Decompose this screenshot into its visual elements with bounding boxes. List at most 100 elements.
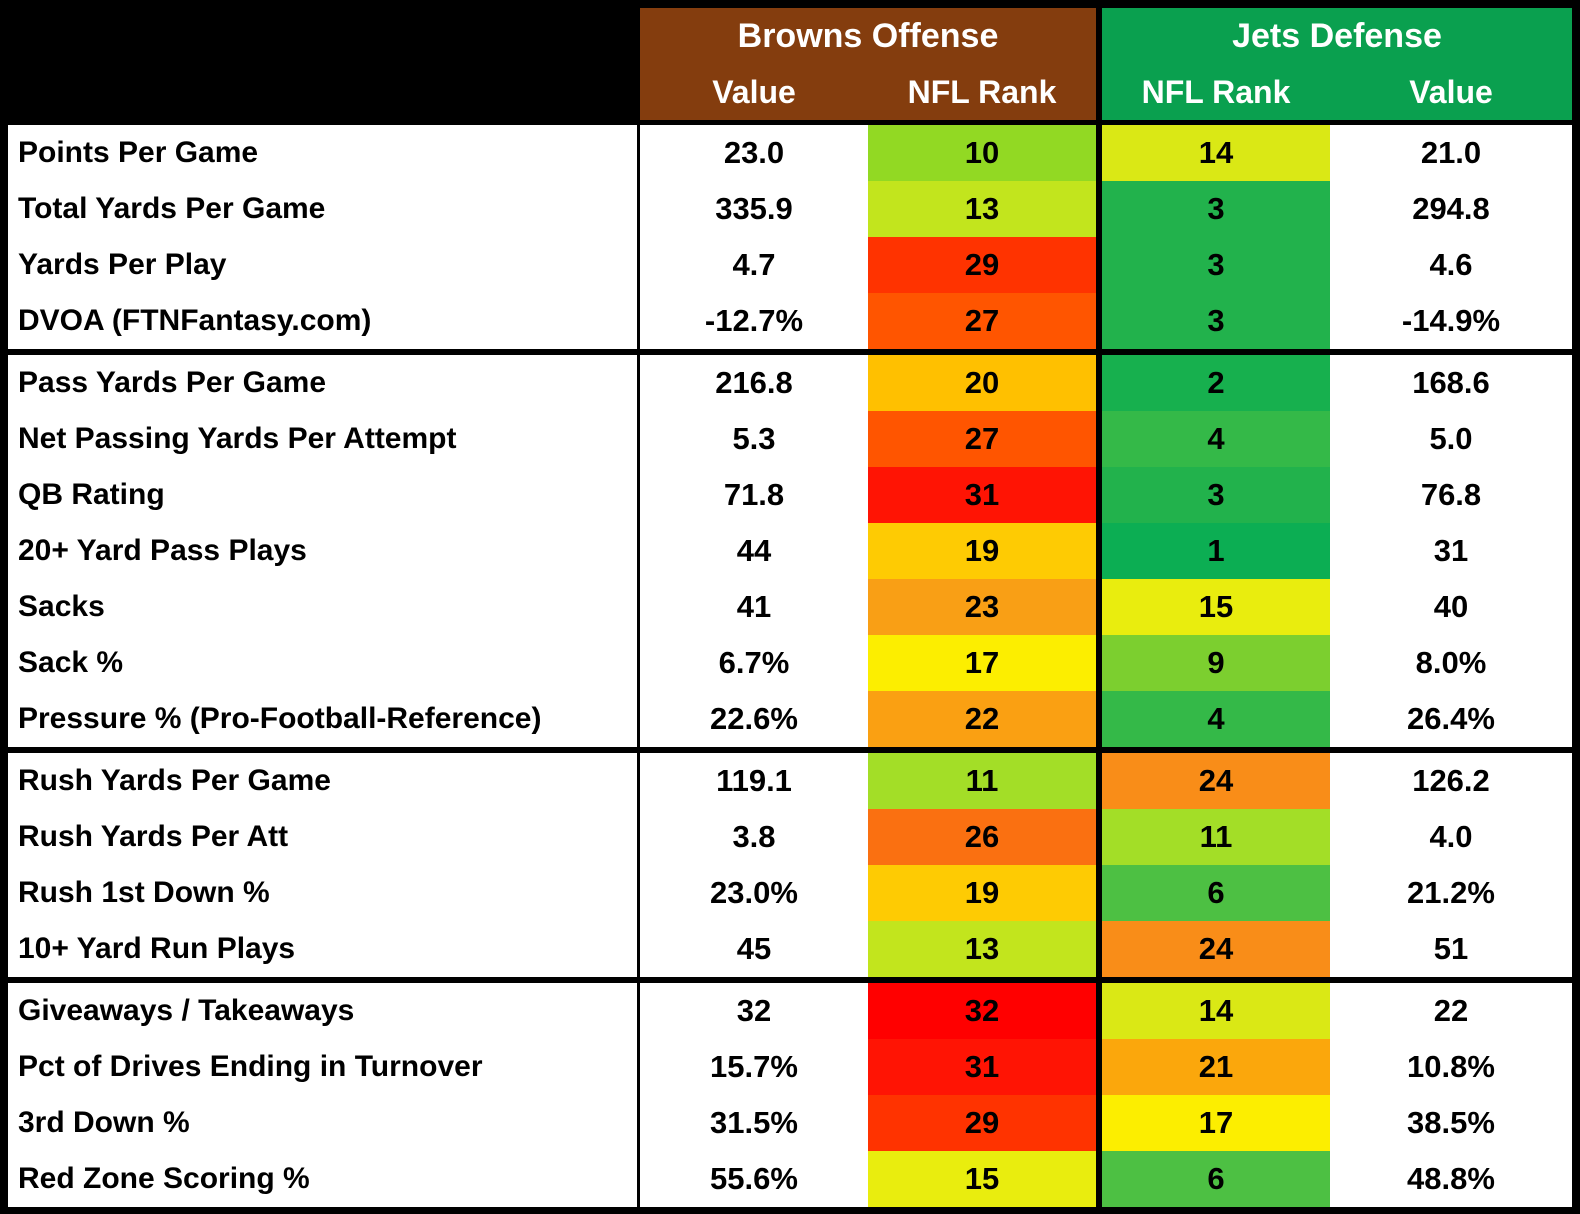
table-row: Rush Yards Per Game 119.1 11 24 126.2 bbox=[8, 753, 1572, 809]
table-row: Points Per Game 23.0 10 14 21.0 bbox=[8, 125, 1572, 181]
browns-rank-cell: 17 bbox=[868, 635, 1102, 691]
jets-rank-cell: 9 bbox=[1102, 635, 1330, 691]
jets-value-cell: 4.0 bbox=[1330, 809, 1572, 865]
jets-value-cell: 21.0 bbox=[1330, 125, 1572, 181]
browns-rank-cell: 31 bbox=[868, 1039, 1102, 1095]
jets-value-cell: 10.8% bbox=[1330, 1039, 1572, 1095]
browns-value-cell: 32 bbox=[640, 983, 868, 1039]
browns-value-cell: 41 bbox=[640, 579, 868, 635]
browns-rank-cell: 27 bbox=[868, 293, 1102, 349]
corner-blank-cell bbox=[8, 8, 640, 64]
browns-value-cell: 44 bbox=[640, 523, 868, 579]
browns-value-cell: 3.8 bbox=[640, 809, 868, 865]
jets-rank-cell: 11 bbox=[1102, 809, 1330, 865]
jets-value-cell: -14.9% bbox=[1330, 293, 1572, 349]
table-row: QB Rating 71.8 31 3 76.8 bbox=[8, 467, 1572, 523]
browns-value-cell: 216.8 bbox=[640, 355, 868, 411]
browns-rank-cell: 32 bbox=[868, 983, 1102, 1039]
table-row: Sacks 41 23 15 40 bbox=[8, 579, 1572, 635]
browns-rank-cell: 22 bbox=[868, 691, 1102, 747]
jets-rank-cell: 3 bbox=[1102, 181, 1330, 237]
jets-value-cell: 76.8 bbox=[1330, 467, 1572, 523]
table-row: Pressure % (Pro-Football-Reference) 22.6… bbox=[8, 691, 1572, 747]
stat-label: Points Per Game bbox=[8, 125, 640, 181]
jets-rank-cell: 3 bbox=[1102, 237, 1330, 293]
table-row: Net Passing Yards Per Attempt 5.3 27 4 5… bbox=[8, 411, 1572, 467]
browns-rank-cell: 19 bbox=[868, 865, 1102, 921]
browns-rank-cell: 20 bbox=[868, 355, 1102, 411]
group-separator bbox=[8, 349, 1572, 355]
browns-rank-cell: 27 bbox=[868, 411, 1102, 467]
stat-label: Sack % bbox=[8, 635, 640, 691]
jets-rank-cell: 21 bbox=[1102, 1039, 1330, 1095]
jets-value-cell: 40 bbox=[1330, 579, 1572, 635]
table-row: Sack % 6.7% 17 9 8.0% bbox=[8, 635, 1572, 691]
browns-rank-cell: 29 bbox=[868, 237, 1102, 293]
jets-rank-cell: 3 bbox=[1102, 467, 1330, 523]
jets-value-cell: 22 bbox=[1330, 983, 1572, 1039]
jets-rank-cell: 15 bbox=[1102, 579, 1330, 635]
browns-rank-cell: 29 bbox=[868, 1095, 1102, 1151]
stat-label: 3rd Down % bbox=[8, 1095, 640, 1151]
header-divider-line bbox=[8, 120, 1572, 125]
browns-rank-cell: 13 bbox=[868, 181, 1102, 237]
browns-value-column-header: Value bbox=[640, 64, 868, 120]
stat-label: 10+ Yard Run Plays bbox=[8, 921, 640, 977]
stat-label: Total Yards Per Game bbox=[8, 181, 640, 237]
browns-rank-cell: 19 bbox=[868, 523, 1102, 579]
table-row: DVOA (FTNFantasy.com) -12.7% 27 3 -14.9% bbox=[8, 293, 1572, 349]
jets-value-cell: 8.0% bbox=[1330, 635, 1572, 691]
jets-value-cell: 26.4% bbox=[1330, 691, 1572, 747]
table-row: 10+ Yard Run Plays 45 13 24 51 bbox=[8, 921, 1572, 977]
stat-label: Pressure % (Pro-Football-Reference) bbox=[8, 691, 640, 747]
jets-rank-cell: 6 bbox=[1102, 865, 1330, 921]
browns-value-cell: 15.7% bbox=[640, 1039, 868, 1095]
corner-blank-cell bbox=[8, 64, 640, 120]
stat-label: Rush Yards Per Att bbox=[8, 809, 640, 865]
browns-value-cell: 5.3 bbox=[640, 411, 868, 467]
browns-value-cell: 6.7% bbox=[640, 635, 868, 691]
jets-rank-cell: 4 bbox=[1102, 411, 1330, 467]
header-row-columns: Value NFL Rank NFL Rank Value bbox=[8, 64, 1572, 120]
stat-label: DVOA (FTNFantasy.com) bbox=[8, 293, 640, 349]
table-row: Pass Yards Per Game 216.8 20 2 168.6 bbox=[8, 355, 1572, 411]
table-row: Total Yards Per Game 335.9 13 3 294.8 bbox=[8, 181, 1572, 237]
jets-rank-cell: 4 bbox=[1102, 691, 1330, 747]
stat-label: Net Passing Yards Per Attempt bbox=[8, 411, 640, 467]
jets-rank-cell: 24 bbox=[1102, 921, 1330, 977]
browns-offense-header: Browns Offense bbox=[640, 8, 1102, 64]
stat-label: Sacks bbox=[8, 579, 640, 635]
stat-label: Pct of Drives Ending in Turnover bbox=[8, 1039, 640, 1095]
header-row-teams: Browns Offense Jets Defense bbox=[8, 8, 1572, 64]
table-row: Rush 1st Down % 23.0% 19 6 21.2% bbox=[8, 865, 1572, 921]
browns-rank-cell: 26 bbox=[868, 809, 1102, 865]
jets-rank-cell: 17 bbox=[1102, 1095, 1330, 1151]
table-body: Points Per Game 23.0 10 14 21.0 Total Ya… bbox=[8, 125, 1572, 1207]
browns-rank-cell: 23 bbox=[868, 579, 1102, 635]
browns-value-cell: 71.8 bbox=[640, 467, 868, 523]
jets-rank-column-header: NFL Rank bbox=[1102, 64, 1330, 120]
jets-value-cell: 21.2% bbox=[1330, 865, 1572, 921]
browns-rank-cell: 11 bbox=[868, 753, 1102, 809]
stat-label: QB Rating bbox=[8, 467, 640, 523]
stat-label: Rush Yards Per Game bbox=[8, 753, 640, 809]
jets-value-cell: 294.8 bbox=[1330, 181, 1572, 237]
jets-rank-cell: 14 bbox=[1102, 125, 1330, 181]
jets-rank-cell: 1 bbox=[1102, 523, 1330, 579]
browns-rank-cell: 15 bbox=[868, 1151, 1102, 1207]
browns-value-cell: 55.6% bbox=[640, 1151, 868, 1207]
jets-rank-cell: 3 bbox=[1102, 293, 1330, 349]
browns-value-cell: 23.0 bbox=[640, 125, 868, 181]
table-row: Red Zone Scoring % 55.6% 15 6 48.8% bbox=[8, 1151, 1572, 1207]
browns-value-cell: 45 bbox=[640, 921, 868, 977]
jets-rank-cell: 2 bbox=[1102, 355, 1330, 411]
jets-value-cell: 51 bbox=[1330, 921, 1572, 977]
group-separator bbox=[8, 747, 1572, 753]
stat-label: 20+ Yard Pass Plays bbox=[8, 523, 640, 579]
browns-value-cell: 22.6% bbox=[640, 691, 868, 747]
table-row: Rush Yards Per Att 3.8 26 11 4.0 bbox=[8, 809, 1572, 865]
table-row: Pct of Drives Ending in Turnover 15.7% 3… bbox=[8, 1039, 1572, 1095]
browns-value-cell: -12.7% bbox=[640, 293, 868, 349]
jets-value-cell: 5.0 bbox=[1330, 411, 1572, 467]
